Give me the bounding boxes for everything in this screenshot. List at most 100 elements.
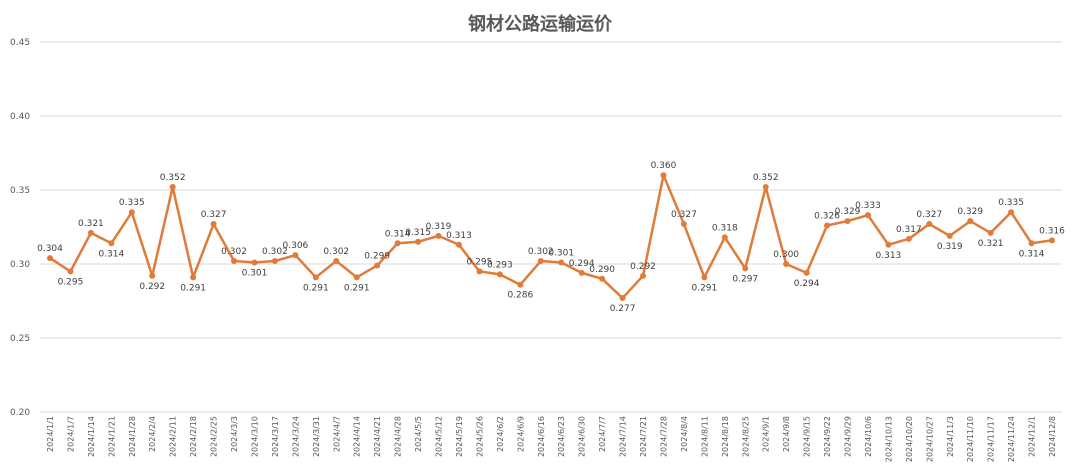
data-label-13: 0.291: [303, 283, 329, 293]
data-point-40: [864, 212, 871, 219]
data-point-36: [783, 261, 790, 267]
x-tick-label-48: 2024/12/1: [1028, 416, 1037, 457]
x-tick-label-6: 2024/2/11: [169, 416, 178, 457]
data-label-38: 0.326: [814, 212, 840, 222]
x-tick-label-8: 2024/2/25: [210, 416, 219, 457]
data-label-34: 0.297: [732, 274, 758, 284]
data-point-41: [885, 241, 892, 248]
data-point-35: [762, 184, 769, 191]
data-point-7: [190, 274, 197, 281]
x-tick-label-19: 2024/5/12: [435, 416, 444, 457]
data-point-39: [844, 218, 851, 225]
data-label-6: 0.352: [160, 173, 186, 183]
data-point-9: [231, 258, 238, 265]
x-tick-label-39: 2024/9/29: [844, 416, 853, 457]
data-label-1: 0.295: [58, 277, 84, 287]
data-label-39: 0.329: [835, 207, 861, 217]
x-tick-label-36: 2024/9/8: [782, 416, 791, 452]
data-point-43: [926, 221, 933, 228]
x-tick-label-15: 2024/4/14: [353, 416, 362, 457]
x-tick-label-14: 2024/4/7: [332, 416, 341, 452]
data-label-8: 0.327: [201, 210, 227, 220]
data-point-10: [251, 259, 258, 266]
data-point-12: [292, 252, 299, 259]
data-point-14: [333, 258, 340, 265]
x-tick-label-38: 2024/9/22: [823, 416, 832, 457]
data-point-30: [660, 172, 667, 179]
data-point-6: [169, 184, 176, 191]
x-tick-label-26: 2024/6/30: [578, 416, 587, 457]
data-point-0: [47, 255, 53, 262]
x-tick-label-16: 2024/4/21: [373, 416, 382, 457]
x-tick-label-21: 2024/5/26: [475, 416, 484, 457]
data-label-3: 0.314: [98, 249, 124, 259]
data-label-4: 0.335: [119, 198, 145, 208]
x-tick-label-34: 2024/8/25: [741, 416, 750, 457]
data-point-49: [1049, 237, 1055, 244]
data-point-25: [558, 259, 565, 266]
x-tick-label-44: 2024/11/3: [946, 416, 955, 457]
data-point-44: [946, 232, 953, 239]
data-point-21: [476, 268, 483, 275]
data-label-22: 0.293: [487, 260, 513, 270]
data-point-5: [149, 272, 156, 279]
data-point-15: [353, 274, 360, 281]
x-tick-label-33: 2024/8/18: [721, 416, 730, 457]
data-label-46: 0.321: [978, 239, 1004, 249]
x-tick-label-0: 2024/1/1: [46, 416, 55, 452]
data-label-24: 0.302: [528, 247, 554, 257]
data-point-19: [435, 232, 442, 239]
data-point-27: [599, 275, 606, 282]
data-label-17: 0.314: [385, 229, 411, 239]
x-tick-label-49: 2024/12/8: [1048, 416, 1057, 457]
data-label-49: 0.316: [1039, 226, 1065, 236]
data-label-45: 0.329: [957, 207, 983, 217]
x-tick-label-42: 2024/10/20: [905, 416, 914, 462]
data-point-46: [987, 229, 994, 236]
data-label-0: 0.304: [37, 244, 63, 254]
data-point-13: [312, 274, 319, 281]
data-point-24: [537, 258, 544, 265]
x-tick-label-12: 2024/3/24: [291, 416, 300, 457]
x-tick-label-27: 2024/7/7: [598, 416, 607, 452]
x-tick-label-46: 2024/11/17: [987, 416, 996, 462]
data-label-31: 0.327: [671, 210, 697, 220]
data-label-47: 0.335: [998, 198, 1024, 208]
data-point-11: [271, 258, 278, 265]
x-tick-label-20: 2024/5/19: [455, 416, 464, 457]
data-point-29: [640, 272, 647, 279]
x-tick-label-35: 2024/9/1: [762, 416, 771, 452]
data-label-25: 0.301: [548, 249, 574, 259]
data-point-17: [394, 240, 401, 247]
data-point-37: [803, 269, 810, 276]
x-tick-label-40: 2024/10/6: [864, 416, 873, 457]
data-point-23: [517, 281, 524, 288]
x-tick-label-13: 2024/3/31: [312, 416, 321, 457]
data-point-26: [578, 269, 585, 276]
x-tick-label-41: 2024/10/13: [884, 416, 893, 462]
data-point-4: [128, 209, 135, 216]
data-label-20: 0.313: [446, 231, 472, 241]
data-point-42: [905, 235, 912, 242]
data-point-28: [619, 295, 626, 302]
x-tick-label-31: 2024/8/4: [680, 416, 689, 452]
data-label-27: 0.290: [589, 265, 615, 275]
data-point-18: [415, 238, 422, 245]
x-tick-label-9: 2024/3/3: [230, 416, 239, 452]
data-label-12: 0.306: [283, 241, 309, 251]
chart-title: 钢材公路运输运价: [468, 14, 612, 35]
x-tick-label-28: 2024/7/14: [619, 416, 628, 457]
data-label-33: 0.318: [712, 223, 738, 233]
data-label-5: 0.292: [139, 282, 165, 292]
data-label-7: 0.291: [180, 283, 206, 293]
data-label-48: 0.314: [1019, 249, 1045, 259]
data-label-42: 0.317: [896, 225, 922, 235]
data-label-23: 0.286: [507, 291, 533, 301]
data-point-16: [374, 262, 381, 269]
y-tick-label-1: 0.25: [10, 334, 30, 344]
data-label-10: 0.301: [242, 269, 268, 279]
data-point-31: [680, 221, 687, 228]
data-label-2: 0.321: [78, 219, 104, 229]
